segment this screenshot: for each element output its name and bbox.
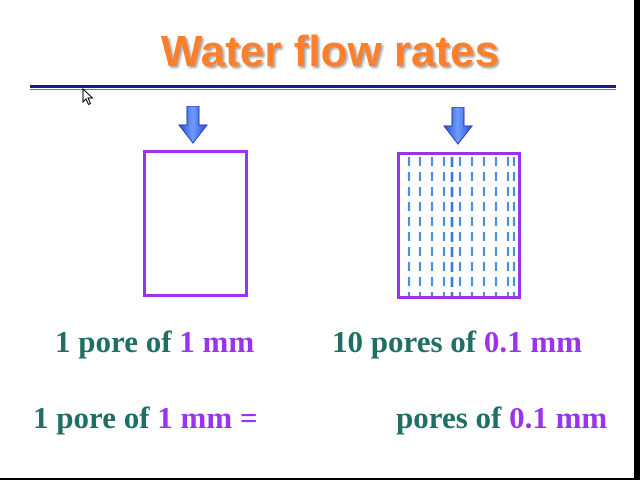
equation-right: pores of 0.1 mm (396, 400, 607, 436)
ten-pores-label-prefix: 10 pores of (332, 324, 484, 359)
equation-left: 1 pore of 1 mm = (33, 400, 258, 436)
single-pore-label-prefix: 1 pore of (55, 324, 180, 359)
ten-pores-label-size: 0.1 mm (483, 324, 582, 359)
mouse-cursor-icon (82, 88, 94, 106)
pore-lines (407, 157, 516, 296)
equation-left-size: 1 mm = (157, 400, 258, 435)
title-underline (30, 85, 616, 88)
equation-right-prefix: pores of (396, 400, 510, 435)
title-underline-accent (30, 89, 616, 90)
down-arrow-icon (443, 107, 473, 145)
single-pore-label: 1 pore of 1 mm (55, 324, 254, 360)
equation-right-size: 0.1 mm (509, 400, 608, 435)
ten-pores-box (397, 152, 521, 299)
equation-left-prefix: 1 pore of (33, 400, 158, 435)
single-pore-label-size: 1 mm (179, 324, 255, 359)
ten-pores-label: 10 pores of 0.1 mm (332, 324, 582, 360)
single-pore-box (143, 150, 248, 297)
down-arrow-icon (178, 106, 208, 144)
slide-title: Water flow rates (160, 27, 500, 76)
